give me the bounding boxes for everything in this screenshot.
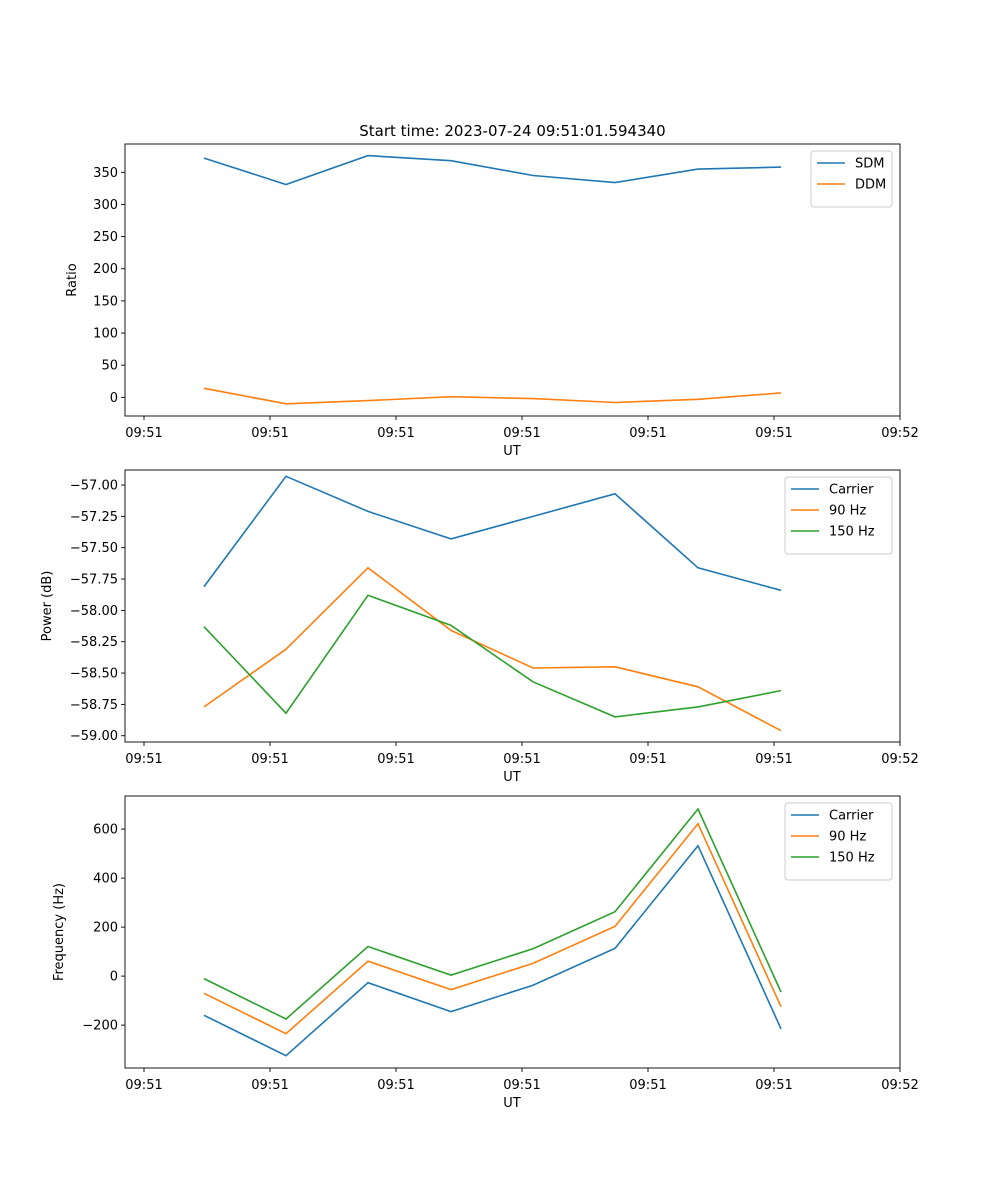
legend-box bbox=[784, 802, 893, 881]
x-axis-label: UT bbox=[503, 444, 521, 459]
x-tick-label: 09:51 bbox=[125, 752, 162, 767]
x-tick-label: 09:51 bbox=[125, 426, 162, 441]
x-tick-label: 09:51 bbox=[755, 752, 792, 767]
y-tick-label: 50 bbox=[101, 359, 118, 374]
y-axis-label: Power (dB) bbox=[40, 571, 55, 642]
y-tick-label: −58.00 bbox=[70, 604, 118, 619]
y-tick-label: −57.75 bbox=[70, 573, 118, 588]
x-tick-label: 09:51 bbox=[251, 752, 288, 767]
x-tick-label: 09:51 bbox=[377, 752, 414, 767]
y-tick-label: −57.50 bbox=[70, 541, 118, 556]
x-tick-label: 09:51 bbox=[503, 1078, 540, 1093]
y-tick-label: −58.75 bbox=[70, 698, 118, 713]
plot-frame bbox=[124, 795, 901, 1069]
legend-label-ddm: DDM bbox=[855, 178, 886, 193]
y-axis-label: Frequency (Hz) bbox=[52, 883, 67, 981]
legend-box bbox=[810, 150, 893, 208]
legend-label-carrier: Carrier bbox=[829, 483, 874, 498]
figure-title: Start time: 2023-07-24 09:51:01.594340 bbox=[359, 122, 665, 140]
x-tick-label: 09:51 bbox=[251, 426, 288, 441]
x-tick-label: 09:51 bbox=[251, 1078, 288, 1093]
legend-label-150-hz: 150 Hz bbox=[829, 525, 875, 540]
y-tick-label: 150 bbox=[93, 294, 118, 309]
legend: Carrier 90 Hz 150 Hz bbox=[784, 802, 893, 881]
chart-panel-2: −59.00 −58.75 −58.50 −58.25 −58.00 −57.75 −57.… bbox=[40, 469, 919, 785]
series-line-90-hz bbox=[203, 822, 782, 1035]
legend-label-90-hz: 90 Hz bbox=[829, 504, 866, 519]
legend-label-150-hz: 150 Hz bbox=[829, 851, 875, 866]
series-line-150-hz bbox=[203, 807, 782, 1020]
series-line-150-hz bbox=[203, 594, 782, 718]
y-tick-label: −200 bbox=[82, 1019, 118, 1034]
y-tick-label: −57.25 bbox=[70, 510, 118, 525]
y-tick-label: 0 bbox=[110, 391, 118, 406]
legend-label-sdm: SDM bbox=[855, 157, 884, 172]
legend: SDM DDM bbox=[810, 150, 893, 208]
plot-frame bbox=[124, 469, 901, 743]
legend-box bbox=[784, 476, 893, 555]
x-tick-label: 09:51 bbox=[755, 426, 792, 441]
y-tick-label: 300 bbox=[93, 198, 118, 213]
y-tick-label: 200 bbox=[93, 921, 118, 936]
x-tick-label: 09:51 bbox=[503, 426, 540, 441]
series-line-ddm bbox=[203, 387, 782, 405]
plot-frame bbox=[124, 143, 901, 417]
y-axis-label: Ratio bbox=[65, 263, 80, 296]
chart-panels: 0 50 100 150 200 250 300 350 09:51 09:51 09:51 09:5… bbox=[40, 143, 919, 1111]
x-tick-label: 09:51 bbox=[755, 1078, 792, 1093]
x-tick-label: 09:51 bbox=[629, 1078, 666, 1093]
chart-panel-3: −200 0 200 400 600 09:51 09:51 09:51 09:51 09:51 0… bbox=[52, 795, 919, 1111]
y-tick-label: 350 bbox=[93, 166, 118, 181]
legend-label-90-hz: 90 Hz bbox=[829, 830, 866, 845]
x-tick-label: 09:51 bbox=[503, 752, 540, 767]
x-axis-label: UT bbox=[503, 770, 521, 785]
chart-panel-1: 0 50 100 150 200 250 300 350 09:51 09:51 09:51 09:5… bbox=[65, 143, 919, 459]
x-tick-label: 09:52 bbox=[881, 1078, 918, 1093]
x-axis-label: UT bbox=[503, 1096, 521, 1111]
y-tick-label: −59.00 bbox=[70, 729, 118, 744]
series-line-90-hz bbox=[203, 566, 782, 732]
y-tick-label: −58.50 bbox=[70, 667, 118, 682]
y-tick-label: 100 bbox=[93, 327, 118, 342]
x-tick-label: 09:52 bbox=[881, 426, 918, 441]
series-line-sdm bbox=[203, 154, 782, 186]
x-tick-label: 09:51 bbox=[125, 1078, 162, 1093]
x-tick-label: 09:51 bbox=[629, 752, 666, 767]
y-tick-label: 600 bbox=[93, 823, 118, 838]
x-tick-label: 09:51 bbox=[629, 426, 666, 441]
y-tick-label: 200 bbox=[93, 262, 118, 277]
y-tick-label: 400 bbox=[93, 872, 118, 887]
y-tick-label: 0 bbox=[110, 970, 118, 985]
y-tick-label: −57.00 bbox=[70, 479, 118, 494]
y-tick-label: 250 bbox=[93, 230, 118, 245]
x-tick-label: 09:51 bbox=[377, 426, 414, 441]
y-tick-label: −58.25 bbox=[70, 635, 118, 650]
legend-label-carrier: Carrier bbox=[829, 809, 874, 824]
x-tick-label: 09:51 bbox=[377, 1078, 414, 1093]
series-line-carrier bbox=[203, 475, 782, 592]
series-line-carrier bbox=[203, 844, 782, 1057]
x-tick-label: 09:52 bbox=[881, 752, 918, 767]
legend: Carrier 90 Hz 150 Hz bbox=[784, 476, 893, 555]
